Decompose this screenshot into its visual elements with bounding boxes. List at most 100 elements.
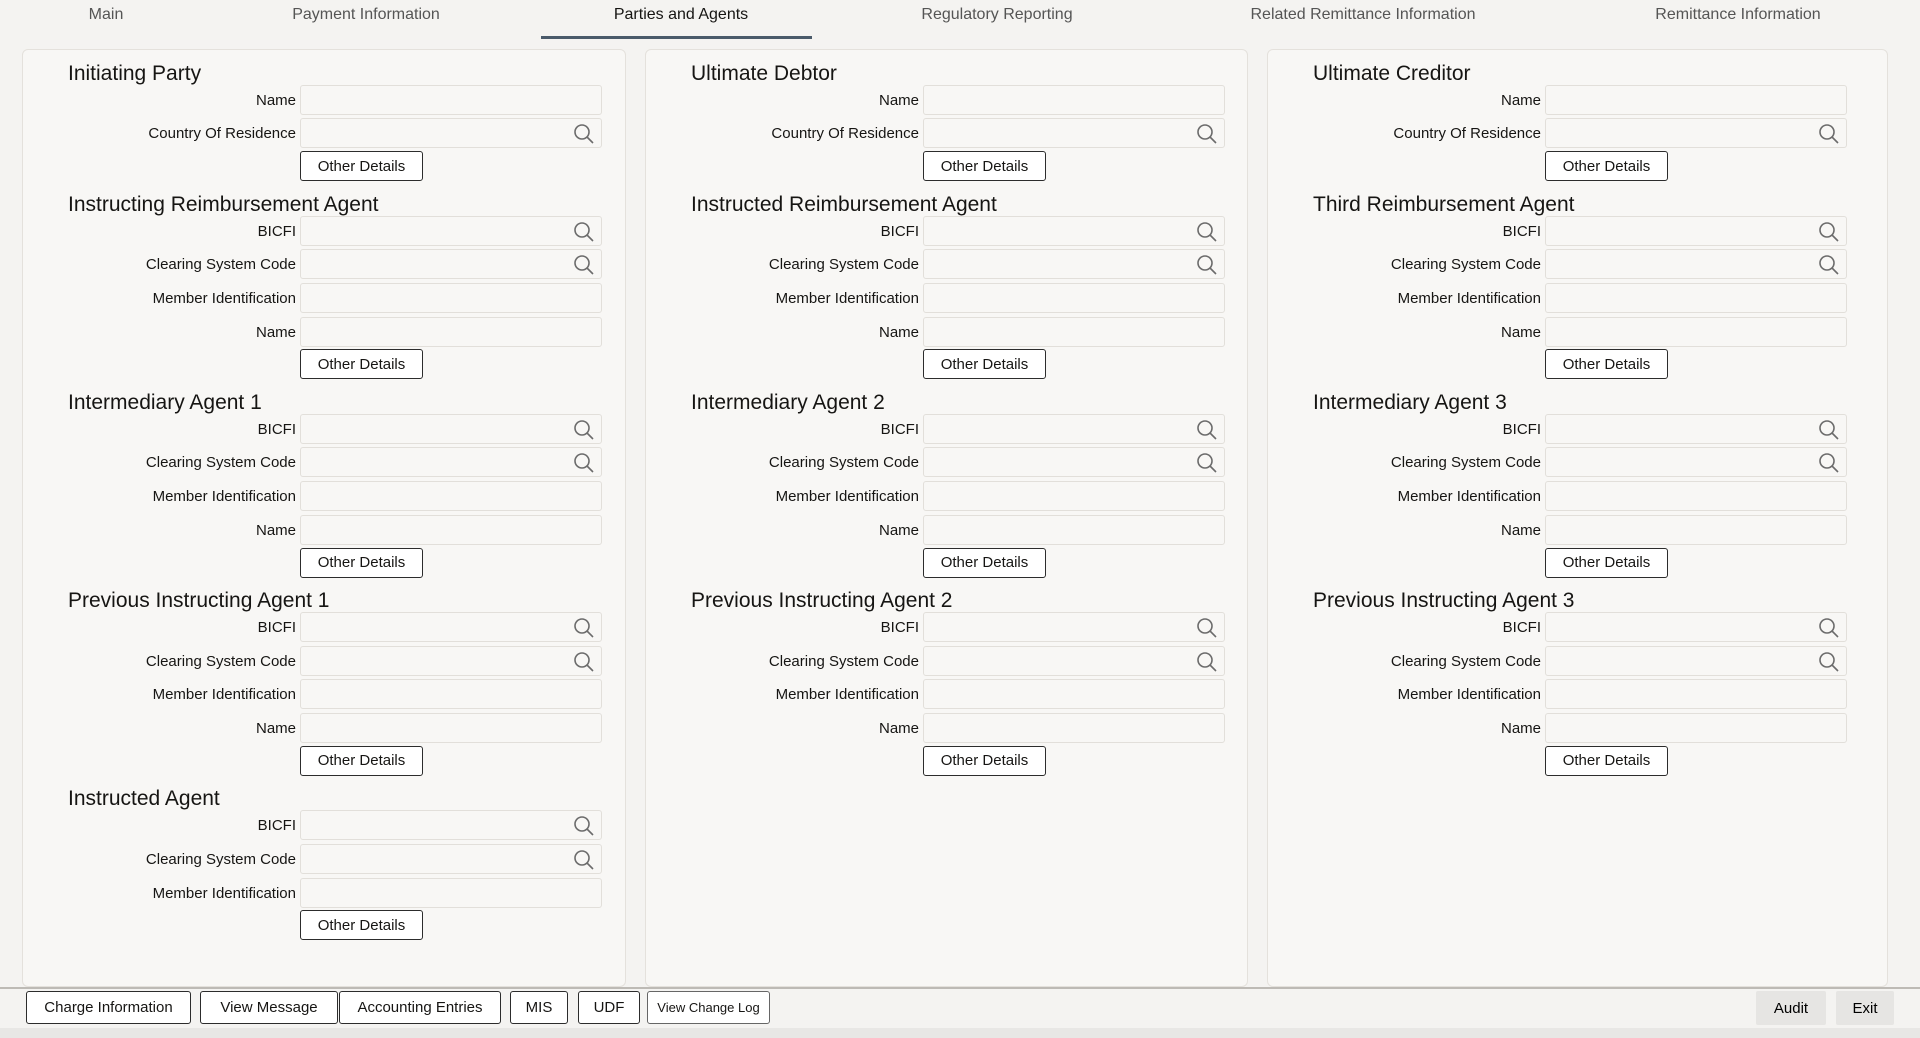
accounting-entries-button[interactable]: Accounting Entries <box>339 991 501 1024</box>
exit-button[interactable]: Exit <box>1836 991 1894 1025</box>
search-icon[interactable] <box>1196 254 1218 276</box>
search-icon[interactable] <box>573 849 595 871</box>
search-icon[interactable] <box>1818 254 1840 276</box>
name-input[interactable] <box>300 514 602 545</box>
clearing-system-code-input[interactable] <box>923 645 1225 676</box>
clearing-system-code-input[interactable] <box>300 645 602 676</box>
member-identification-input[interactable] <box>1545 679 1847 710</box>
search-icon[interactable] <box>1818 221 1840 243</box>
other-details-button[interactable]: Other Details <box>300 151 423 182</box>
search-icon[interactable] <box>1818 419 1840 441</box>
bicfi-input[interactable] <box>923 215 1225 246</box>
search-icon[interactable] <box>1196 651 1218 673</box>
search-icon[interactable] <box>573 254 595 276</box>
name-input[interactable] <box>1545 84 1847 115</box>
clearing-system-code-input[interactable] <box>1545 249 1847 280</box>
search-icon[interactable] <box>1818 452 1840 474</box>
name-input[interactable] <box>1545 713 1847 743</box>
member-identification-input[interactable] <box>923 481 1225 512</box>
search-icon[interactable] <box>573 123 595 145</box>
bicfi-input[interactable] <box>1545 611 1847 642</box>
name-input[interactable] <box>923 84 1225 115</box>
tab-parties-and-agents[interactable]: Parties and Agents <box>613 6 749 23</box>
country-of-residence-input[interactable] <box>300 118 602 149</box>
tab-related-remittance-information[interactable]: Related Remittance Information <box>1250 6 1476 23</box>
bicfi-input[interactable] <box>1545 413 1847 444</box>
member-identification-input[interactable] <box>300 679 602 710</box>
audit-button[interactable]: Audit <box>1756 991 1826 1025</box>
search-icon[interactable] <box>1196 419 1218 441</box>
search-icon[interactable] <box>1196 452 1218 474</box>
view-change-log-button[interactable]: View Change Log <box>647 991 770 1024</box>
other-details-button[interactable]: Other Details <box>1545 745 1668 776</box>
search-icon[interactable] <box>1818 123 1840 145</box>
udf-button[interactable]: UDF <box>578 991 640 1024</box>
member-identification-input[interactable] <box>1545 282 1847 313</box>
tab-regulatory-reporting[interactable]: Regulatory Reporting <box>921 6 1073 23</box>
other-details-button[interactable]: Other Details <box>923 349 1046 380</box>
search-icon[interactable] <box>573 617 595 639</box>
search-icon[interactable] <box>573 815 595 837</box>
bicfi-input[interactable] <box>923 611 1225 642</box>
tab-remittance-information[interactable]: Remittance Information <box>1655 6 1821 23</box>
bicfi-label: BICFI <box>880 222 919 240</box>
mis-button[interactable]: MIS <box>510 991 568 1024</box>
tab-payment-information[interactable]: Payment Information <box>292 6 440 23</box>
clearing-system-code-input[interactable] <box>923 447 1225 478</box>
search-icon[interactable] <box>573 452 595 474</box>
member-identification-input[interactable] <box>1545 481 1847 512</box>
other-details-button[interactable]: Other Details <box>300 547 423 578</box>
name-input[interactable] <box>923 514 1225 545</box>
name-input[interactable] <box>300 713 602 743</box>
country-of-residence-input[interactable] <box>923 118 1225 149</box>
bicfi-input[interactable] <box>300 413 602 444</box>
clearing-system-code-input[interactable] <box>1545 447 1847 478</box>
name-label: Name <box>878 323 919 341</box>
other-details-button[interactable]: Other Details <box>923 547 1046 578</box>
other-details-button[interactable]: Other Details <box>1545 349 1668 380</box>
clearing-system-code-input[interactable] <box>300 447 602 478</box>
search-icon[interactable] <box>573 651 595 673</box>
clearing-system-code-input[interactable] <box>300 249 602 280</box>
name-input[interactable] <box>1545 316 1847 347</box>
other-details-button[interactable]: Other Details <box>923 745 1046 776</box>
search-icon[interactable] <box>573 221 595 243</box>
other-details-button[interactable]: Other Details <box>1545 151 1668 182</box>
other-details-button[interactable]: Other Details <box>300 745 423 776</box>
search-icon[interactable] <box>1818 617 1840 639</box>
other-details-button[interactable]: Other Details <box>300 349 423 380</box>
search-icon[interactable] <box>1196 123 1218 145</box>
name-input[interactable] <box>300 84 602 115</box>
name-input[interactable] <box>300 316 602 347</box>
bicfi-input[interactable] <box>300 215 602 246</box>
member-identification-label: Member Identification <box>775 686 919 704</box>
other-details-button[interactable]: Other Details <box>1545 547 1668 578</box>
other-details-button[interactable]: Other Details <box>923 151 1046 182</box>
bicfi-input[interactable] <box>300 611 602 642</box>
charge-information-button[interactable]: Charge Information <box>26 991 191 1024</box>
name-input[interactable] <box>923 713 1225 743</box>
bicfi-input[interactable] <box>300 810 602 841</box>
search-icon[interactable] <box>573 419 595 441</box>
member-identification-input[interactable] <box>923 679 1225 710</box>
view-message-button[interactable]: View Message <box>200 991 338 1024</box>
bicfi-label: BICFI <box>257 817 296 835</box>
member-identification-input[interactable] <box>300 282 602 313</box>
name-input[interactable] <box>923 316 1225 347</box>
clearing-system-code-input[interactable] <box>923 249 1225 280</box>
name-label: Name <box>878 521 919 539</box>
clearing-system-code-input[interactable] <box>1545 645 1847 676</box>
member-identification-input[interactable] <box>300 481 602 512</box>
other-details-button[interactable]: Other Details <box>300 910 423 941</box>
member-identification-input[interactable] <box>923 282 1225 313</box>
search-icon[interactable] <box>1196 617 1218 639</box>
country-of-residence-input[interactable] <box>1545 118 1847 149</box>
bicfi-input[interactable] <box>923 413 1225 444</box>
bicfi-input[interactable] <box>1545 215 1847 246</box>
member-identification-input[interactable] <box>300 877 602 908</box>
tab-main[interactable]: Main <box>88 6 124 23</box>
search-icon[interactable] <box>1818 651 1840 673</box>
search-icon[interactable] <box>1196 221 1218 243</box>
name-input[interactable] <box>1545 514 1847 545</box>
clearing-system-code-input[interactable] <box>300 843 602 874</box>
